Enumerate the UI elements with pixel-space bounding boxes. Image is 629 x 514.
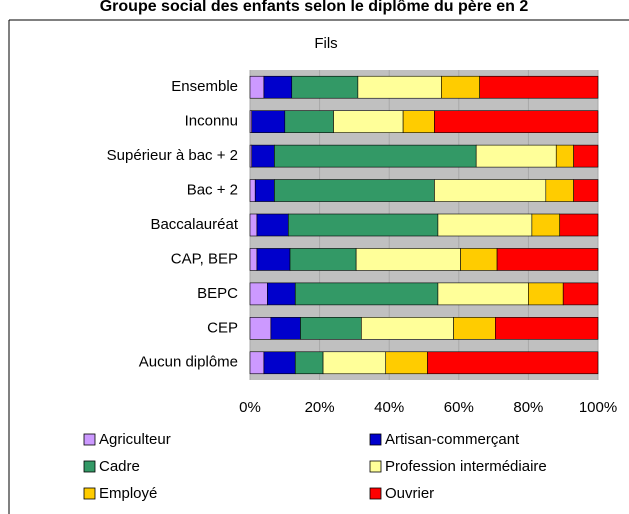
bar-segment: [437, 282, 529, 306]
chart-title: Groupe social des enfants selon le diplô…: [100, 0, 529, 15]
bar-segment: [291, 75, 359, 99]
bar-segment: [441, 75, 480, 99]
y-tick-label: Supérieur à bac + 2: [107, 147, 238, 164]
bar-segment: [322, 351, 387, 375]
bar-segment: [249, 282, 268, 306]
legend-label: Employé: [99, 485, 157, 502]
bar-segment: [249, 179, 256, 202]
bar-segment: [256, 248, 291, 271]
x-tick-label: 40%: [374, 399, 404, 416]
bar-segment: [460, 248, 498, 271]
bar-segment: [573, 144, 599, 168]
bar-segment: [355, 248, 461, 271]
bar-segment: [294, 351, 324, 375]
y-tick-label: Baccalauréat: [150, 216, 238, 233]
bar-segment: [287, 213, 439, 237]
bar-segment: [263, 75, 293, 99]
bar-segment: [559, 213, 599, 237]
x-tick-label: 60%: [444, 399, 474, 416]
y-tick-label: CEP: [207, 319, 238, 336]
bar-segment: [274, 144, 477, 168]
bar-segment: [495, 317, 599, 340]
bar-segment: [251, 144, 275, 168]
legend-swatch: [369, 433, 382, 446]
x-tick-label: 80%: [513, 399, 543, 416]
chart-subtitle: Fils: [314, 35, 337, 52]
bar-segment: [267, 282, 296, 306]
legend-swatch: [83, 433, 96, 446]
bar-segment: [249, 213, 258, 237]
x-tick-label: 100%: [579, 399, 617, 416]
legend-swatch: [83, 460, 96, 473]
y-tick-label: BEPC: [197, 285, 238, 302]
bar-segment: [284, 110, 334, 133]
legend-label: Ouvrier: [385, 485, 434, 502]
legend-swatch: [83, 487, 96, 500]
bar-segment: [453, 317, 496, 340]
y-tick-label: Aucun diplôme: [139, 354, 238, 371]
bar-segment: [496, 248, 599, 271]
bar-segment: [479, 75, 599, 99]
bar-segment: [427, 351, 599, 375]
bar-segment: [333, 110, 404, 133]
legend-label: Profession intermédiaire: [385, 458, 547, 475]
bar-segment: [434, 179, 547, 202]
bar-segment: [256, 213, 289, 237]
bar-segment: [555, 144, 574, 168]
bar-segment: [562, 282, 599, 306]
bar-segment: [249, 75, 265, 99]
bar-segment: [270, 317, 301, 340]
bar-segment: [402, 110, 435, 133]
y-tick-label: Inconnu: [185, 113, 238, 130]
bar-segment: [437, 213, 533, 237]
legend-label: Agriculteur: [99, 431, 171, 448]
bar-segment: [249, 351, 265, 375]
bar-segment: [300, 317, 362, 340]
bar-segment: [475, 144, 557, 168]
y-tick-label: CAP, BEP: [171, 250, 238, 267]
bar-segment: [573, 179, 599, 202]
bar-segment: [274, 179, 435, 202]
legend-label: Cadre: [99, 458, 140, 475]
legend-swatch: [369, 487, 382, 500]
bar-segment: [357, 75, 442, 99]
bar-segment: [254, 179, 275, 202]
bar-segment: [531, 213, 561, 237]
bar-segment: [289, 248, 357, 271]
bar-segment: [251, 110, 286, 133]
bar-segment: [294, 282, 439, 306]
y-tick-label: Bac + 2: [187, 182, 238, 199]
bar-segment: [249, 248, 258, 271]
x-tick-label: 0%: [239, 399, 261, 416]
legend-label: Artisan-commerçant: [385, 431, 520, 448]
bar-segment: [249, 317, 272, 340]
legend-swatch: [369, 460, 382, 473]
bar-segment: [545, 179, 574, 202]
x-tick-label: 20%: [305, 399, 335, 416]
bar-segment: [263, 351, 296, 375]
bar-segment: [528, 282, 564, 306]
bar-segment: [434, 110, 599, 133]
y-tick-label: Ensemble: [171, 78, 238, 95]
bar-segment: [385, 351, 428, 375]
bar-segment: [361, 317, 454, 340]
